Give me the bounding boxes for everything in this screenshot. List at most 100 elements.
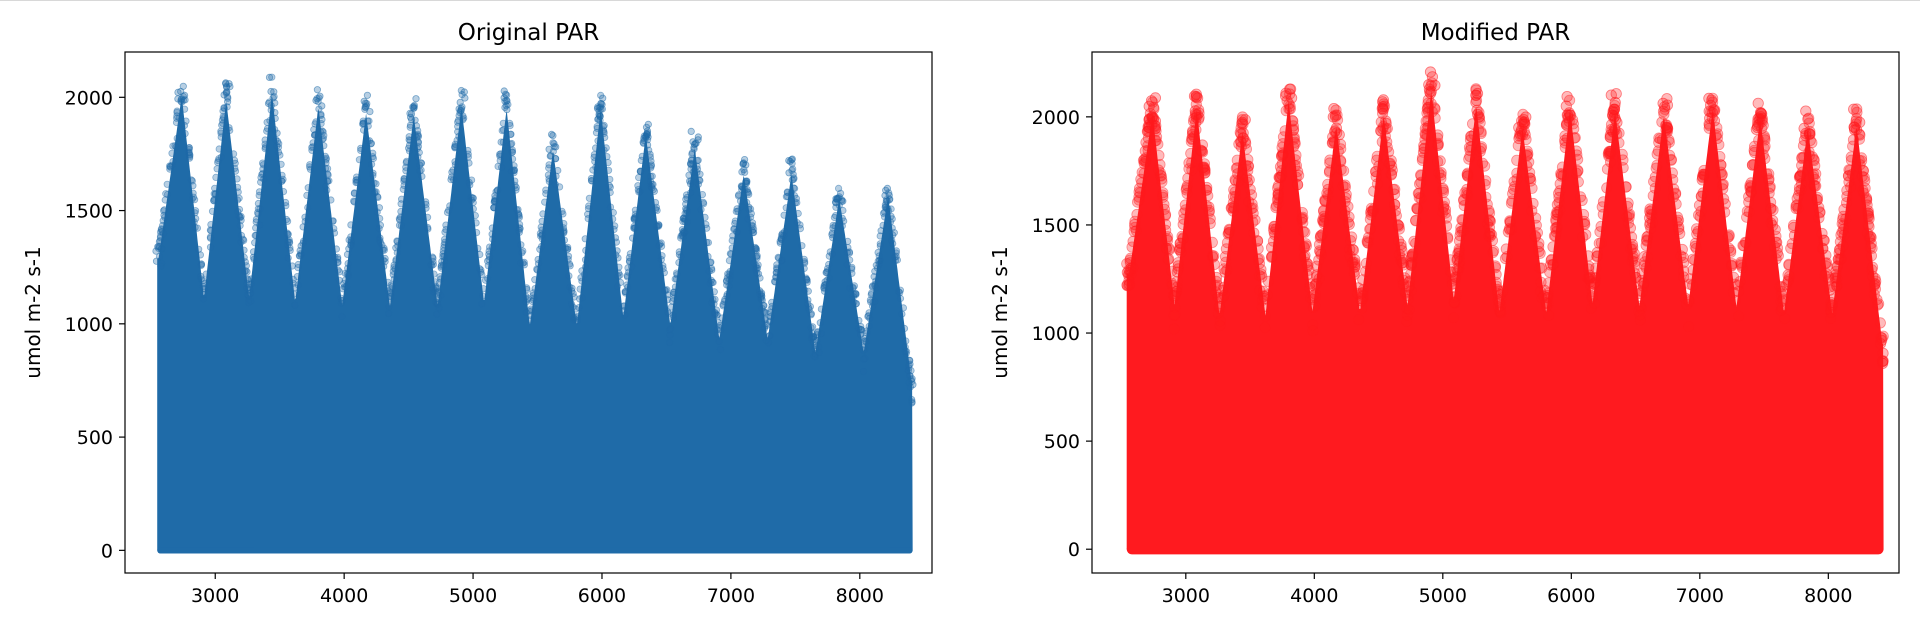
scatter-point [1432,139,1444,151]
scatter-point [1521,160,1533,172]
scatter-point [1302,258,1314,271]
scatter-point [631,213,639,221]
scatter-point [793,199,801,207]
scatter-point [506,119,514,128]
scatter-point [429,260,437,269]
peak-point [884,205,892,213]
scatter-point [761,315,769,323]
scatter-point [286,246,294,254]
scatter-point [860,334,869,343]
scatter-point [672,275,681,283]
scatter-point [593,124,601,132]
scatter-point [231,164,239,172]
scatter-point [1313,254,1325,266]
scatter-point [807,311,815,319]
scatter-point [627,263,636,271]
scatter-point [434,288,442,296]
scatter-point [534,260,543,268]
scatter-point [558,207,566,215]
scatter-point [766,308,775,317]
scatter-point [861,337,869,345]
scatter-point [680,214,688,222]
scatter-point [296,247,304,255]
scatter-point [1861,195,1873,207]
scatter-point [478,300,486,308]
peak-point [593,104,602,113]
scatter-point [590,153,598,161]
scatter-point [451,142,459,150]
scatter-point [352,173,361,181]
scatter-point [312,118,320,126]
scatter-point [1859,175,1871,187]
scatter-point [611,222,619,230]
scatter-point [213,165,221,173]
scatter-point [432,284,440,292]
scatter-point [845,248,854,256]
scatter-point [1251,235,1264,247]
scatter-point [839,206,847,215]
scatter-point [1677,251,1690,264]
scatter-point [564,252,573,260]
scatter-point [497,163,506,171]
scatter-point [859,367,868,376]
peak-point [1235,128,1247,140]
scatter-point [666,331,674,339]
scatter-point [589,166,597,174]
scatter-point [752,253,761,261]
scatter-point [1524,172,1536,184]
scatter-point [600,146,608,154]
scatter-point [490,197,499,205]
point-cloud [157,96,913,551]
scatter-point [773,265,781,273]
scatter-point [192,215,200,223]
scatter-point [896,294,905,303]
scatter-point [735,191,743,199]
scatter-point [874,248,882,257]
scatter-point [185,150,193,159]
peak-point [318,115,326,124]
scatter-point [892,252,900,260]
scatter-point [530,294,538,302]
scatter-point [575,303,583,312]
scatter-point [756,290,764,298]
scatter-point [872,277,880,285]
scatter-point [728,236,736,245]
scatter-point [811,343,820,352]
scatter-point [393,237,401,245]
scatter-point [365,137,373,145]
scatter-point [1843,164,1855,176]
scatter-point [533,266,541,274]
scatter-point [621,288,630,296]
scatter-point [254,210,262,218]
scatter-point [1211,279,1223,291]
scatter-point [1396,245,1408,257]
scatter-point [369,154,377,163]
scatter-point [826,248,834,256]
scatter-point [529,291,538,299]
scatter-point [243,291,252,299]
scatter-point [817,329,825,338]
scatter-point [449,176,458,184]
scatter-point [660,269,668,277]
scatter-point [160,207,168,215]
scatter-point [1695,191,1708,203]
peak-point [1327,111,1339,123]
scatter-point [569,289,577,298]
scatter-point [464,146,472,155]
scatter-point [405,136,413,144]
scatter-point [169,158,177,166]
peak-point [786,157,794,165]
scatter-point [254,209,262,217]
scatter-point [495,150,504,158]
scatter-point [335,268,344,276]
scatter-point [306,165,314,173]
scatter-point [1825,299,1837,311]
scatter-point [464,153,472,161]
scatter-point [496,152,504,160]
scatter-point [902,350,910,358]
scatter-point [373,208,381,216]
scatter-point [217,133,225,141]
peak-point [363,91,371,99]
scatter-point [849,284,857,292]
peak-point [313,86,321,94]
